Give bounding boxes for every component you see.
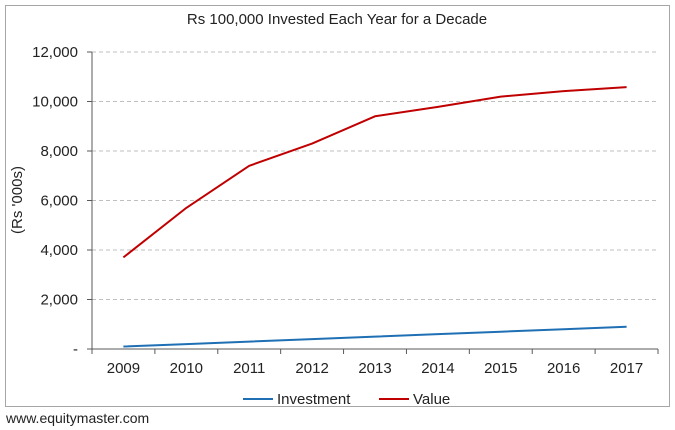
legend: Investment Value	[243, 391, 450, 408]
x-tick-label: 2010	[170, 360, 203, 377]
y-tick-label: -	[73, 341, 78, 358]
x-tick-label: 2012	[295, 360, 328, 377]
series-line-value	[122, 86, 627, 259]
y-tick-labels: - 2,000 4,000 6,000 8,000 10,000 12,000	[32, 44, 78, 358]
legend-label-investment: Investment	[277, 391, 351, 408]
x-tick-label: 2017	[610, 360, 643, 377]
footer-source: www.equitymaster.com	[6, 410, 150, 426]
y-tick-label: 6,000	[40, 193, 78, 210]
y-axis-label: (Rs '000s)	[9, 166, 26, 234]
y-tick-label: 8,000	[40, 143, 78, 160]
legend-label-value: Value	[413, 391, 450, 408]
y-tick-label: 10,000	[32, 94, 78, 111]
series-line-investment	[123, 325, 627, 348]
chart-title: Rs 100,000 Invested Each Year for a Deca…	[187, 11, 487, 28]
x-tick-label: 2016	[547, 360, 580, 377]
y-tick-label: 12,000	[32, 44, 78, 61]
x-tick-label: 2014	[421, 360, 454, 377]
axes	[87, 51, 659, 354]
x-tick-label: 2015	[484, 360, 517, 377]
x-tick-label: 2011	[233, 360, 265, 377]
y-tick-label: 4,000	[40, 242, 78, 259]
x-tick-label: 2013	[358, 360, 391, 377]
y-tick-label: 2,000	[40, 292, 78, 309]
gridlines	[92, 51, 658, 300]
x-tick-label: 2009	[107, 360, 140, 377]
chart-frame	[5, 5, 670, 407]
series-lines	[122, 86, 627, 348]
x-tick-labels: 2009 2010 2011 2012 2013 2014 2015 2016 2017	[107, 360, 643, 377]
